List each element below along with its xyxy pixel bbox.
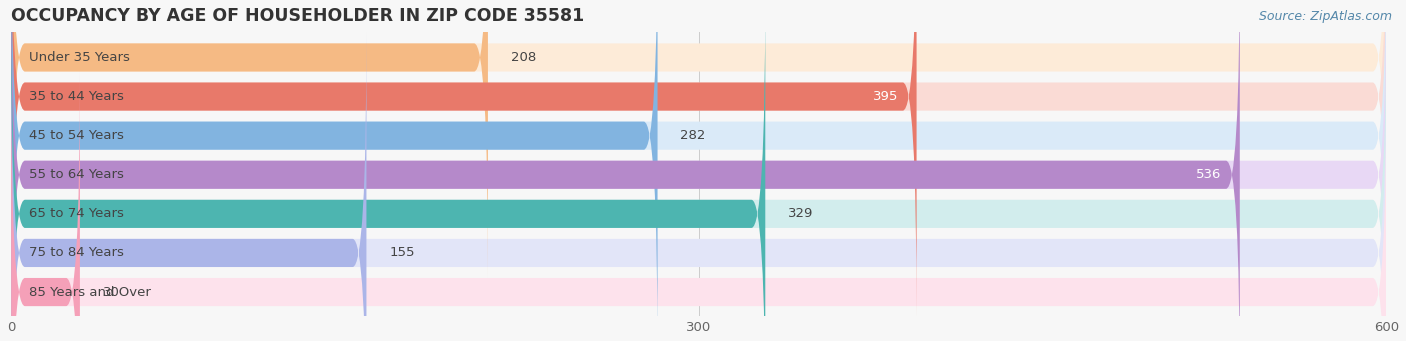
FancyBboxPatch shape: [11, 0, 765, 341]
Text: 55 to 64 Years: 55 to 64 Years: [30, 168, 124, 181]
Text: 155: 155: [389, 247, 415, 260]
FancyBboxPatch shape: [11, 0, 658, 341]
Text: 208: 208: [510, 51, 536, 64]
Text: Source: ZipAtlas.com: Source: ZipAtlas.com: [1258, 10, 1392, 23]
FancyBboxPatch shape: [11, 32, 1386, 341]
Text: 395: 395: [873, 90, 898, 103]
FancyBboxPatch shape: [11, 72, 1386, 341]
Text: 85 Years and Over: 85 Years and Over: [30, 285, 152, 298]
FancyBboxPatch shape: [11, 0, 1240, 341]
FancyBboxPatch shape: [11, 0, 1386, 341]
FancyBboxPatch shape: [11, 32, 367, 341]
FancyBboxPatch shape: [11, 0, 1386, 278]
FancyBboxPatch shape: [11, 0, 488, 278]
Text: 35 to 44 Years: 35 to 44 Years: [30, 90, 124, 103]
Text: Under 35 Years: Under 35 Years: [30, 51, 131, 64]
Text: 65 to 74 Years: 65 to 74 Years: [30, 207, 124, 220]
Text: 45 to 54 Years: 45 to 54 Years: [30, 129, 124, 142]
FancyBboxPatch shape: [11, 0, 1386, 317]
Text: 329: 329: [789, 207, 814, 220]
FancyBboxPatch shape: [11, 0, 1386, 341]
Text: 282: 282: [681, 129, 706, 142]
Text: OCCUPANCY BY AGE OF HOUSEHOLDER IN ZIP CODE 35581: OCCUPANCY BY AGE OF HOUSEHOLDER IN ZIP C…: [11, 7, 585, 25]
FancyBboxPatch shape: [11, 72, 80, 341]
Text: 30: 30: [103, 285, 120, 298]
FancyBboxPatch shape: [11, 0, 917, 317]
Text: 536: 536: [1197, 168, 1222, 181]
FancyBboxPatch shape: [11, 0, 1386, 341]
Text: 75 to 84 Years: 75 to 84 Years: [30, 247, 124, 260]
